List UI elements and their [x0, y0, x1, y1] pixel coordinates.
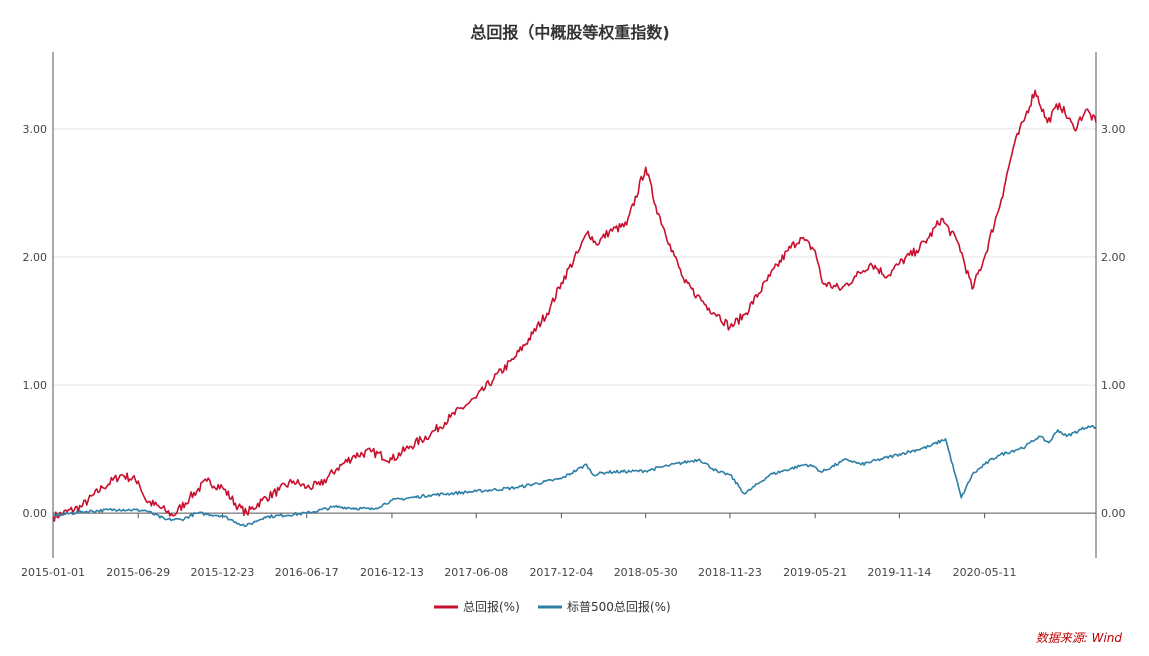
x-tick-label: 2015-01-01: [21, 566, 85, 579]
x-tick-label: 2015-12-23: [191, 566, 255, 579]
y-tick-label-left: 3.00: [23, 123, 48, 136]
y-tick-label-left: 1.00: [23, 379, 48, 392]
x-tick-label: 2016-06-17: [275, 566, 339, 579]
x-tick-label: 2017-12-04: [529, 566, 593, 579]
series-line-total-return: [52, 89, 1097, 522]
y-tick-label-right: 3.00: [1101, 123, 1126, 136]
x-tick-label: 2019-05-21: [783, 566, 847, 579]
x-tick-label: 2015-06-29: [106, 566, 170, 579]
x-tick-label: 2019-11-14: [867, 566, 931, 579]
y-tick-label-right: 2.00: [1101, 251, 1126, 264]
x-tick-label: 2018-05-30: [614, 566, 678, 579]
legend[interactable]: 总回报(%) 标普500总回报(%): [434, 599, 671, 614]
series-layer: [52, 89, 1097, 528]
y-tick-label-left: 2.00: [23, 251, 48, 264]
x-tick-label: 2016-12-13: [360, 566, 424, 579]
axes: 0.00 0.00 1.00 1.00 2.00 2.00 3.00 3.00 2015-01-…: [21, 52, 1126, 579]
data-source-note: 数据来源: Wind: [1035, 631, 1122, 645]
y-tick-label-right: 1.00: [1101, 379, 1126, 392]
x-tick-label: 2020-05-11: [953, 566, 1017, 579]
chart-title: 总回报（中概股等权重指数): [470, 23, 669, 42]
y-tick-label-right: 0.00: [1101, 507, 1126, 520]
legend-label-sp500[interactable]: 标普500总回报(%): [567, 599, 671, 614]
series-line-sp500: [52, 425, 1097, 528]
x-tick-label: 2017-06-08: [444, 566, 508, 579]
y-tick-label-left: 0.00: [23, 507, 48, 520]
legend-label-total-return[interactable]: 总回报(%): [463, 599, 520, 614]
x-tick-label: 2018-11-23: [698, 566, 762, 579]
